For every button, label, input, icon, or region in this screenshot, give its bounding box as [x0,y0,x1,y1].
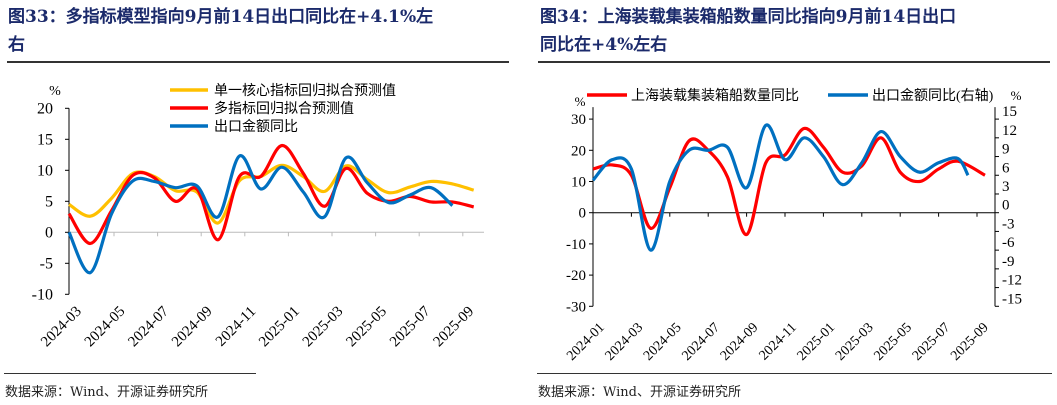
y-tick-label: -10 [32,286,53,303]
y-tick-label: -5 [40,255,53,272]
title-line: 图34：上海装载集装箱船数量同比指向9月前14日出口 [540,7,957,27]
y-tick-label: 10 [37,162,53,179]
legend-label: 出口金额同比(右轴) [872,88,994,104]
right-y-tick-label: -15 [1002,291,1022,307]
right-y-tick-label: -6 [1002,235,1015,251]
left-unit-label: % [575,94,586,109]
right-unit-label: % [1011,88,1022,103]
y-tick-label: 5 [45,193,53,210]
left-y-tick-label: -20 [566,268,586,284]
title-line: 同比在+4%左右 [540,35,668,55]
x-tick-label: 2024-11 [757,320,800,363]
y-tick-label: 20 [37,100,53,117]
left-y-tick-label: 0 [579,206,587,222]
series-line-1 [591,123,970,252]
legend-label: 出口金额同比 [214,119,298,135]
legend-label: 多指标回归拟合预测值 [214,100,354,117]
source-note: 数据来源：Wind、开源证券研究所 [538,385,741,400]
figure-33-title: 图33：多指标模型指向9月前14日出口同比在+4.1%左 右 [8,3,433,59]
right-y-tick-label: -12 [1002,273,1022,289]
title-line: 图33：多指标模型指向9月前14日出口同比在+4.1%左 [8,7,434,27]
series-line-2 [67,154,454,275]
right-y-tick-label: 12 [1002,123,1017,139]
x-tick-label: 2025-09 [948,320,992,364]
right-y-tick-label: -3 [1002,216,1015,232]
x-tick-label: 2025-07 [910,320,954,364]
x-tick-label: 2025-01 [795,320,839,364]
legend-label: 上海装载集装箱船数量同比 [631,87,799,104]
x-tick-label: 2024-09 [718,320,762,364]
left-y-tick-label: -30 [566,299,586,315]
y-tick-label: 0 [45,224,53,241]
right-y-tick-label: 15 [1002,104,1017,120]
x-tick-label: 2025-03 [833,320,877,364]
unit-label: % [49,84,61,99]
right-y-tick-label: 6 [1002,160,1010,176]
left-y-tick-label: -10 [566,237,586,253]
right-y-tick-label: 3 [1002,179,1010,195]
x-tick-label: 2025-05 [871,320,915,364]
title-divider [538,61,1050,63]
right-y-tick-label: -9 [1002,254,1015,270]
source-note: 数据来源：Wind、开源证券研究所 [5,385,208,400]
right-y-tick-label: 0 [1002,198,1010,214]
right-y-tick-label: 9 [1002,142,1010,158]
left-y-tick-label: 20 [571,143,586,159]
footer-divider [537,373,1052,374]
x-tick-label: 2024-03 [603,320,647,364]
x-tick-label: 2024-05 [641,320,685,364]
figure-34-title: 图34：上海装载集装箱船数量同比指向9月前14日出口 同比在+4%左右 [540,3,956,59]
x-tick-label: 2024-07 [679,320,723,364]
x-tick-label: 2024-01 [564,320,608,364]
title-line: 右 [8,35,25,55]
series-line-0 [592,126,986,237]
legend-label: 单一核心指标回归拟合预测值 [214,82,396,99]
y-tick-label: 15 [37,131,53,148]
left-y-tick-label: 10 [571,175,586,191]
title-divider [7,61,509,63]
left-y-tick-label: 30 [571,112,586,128]
